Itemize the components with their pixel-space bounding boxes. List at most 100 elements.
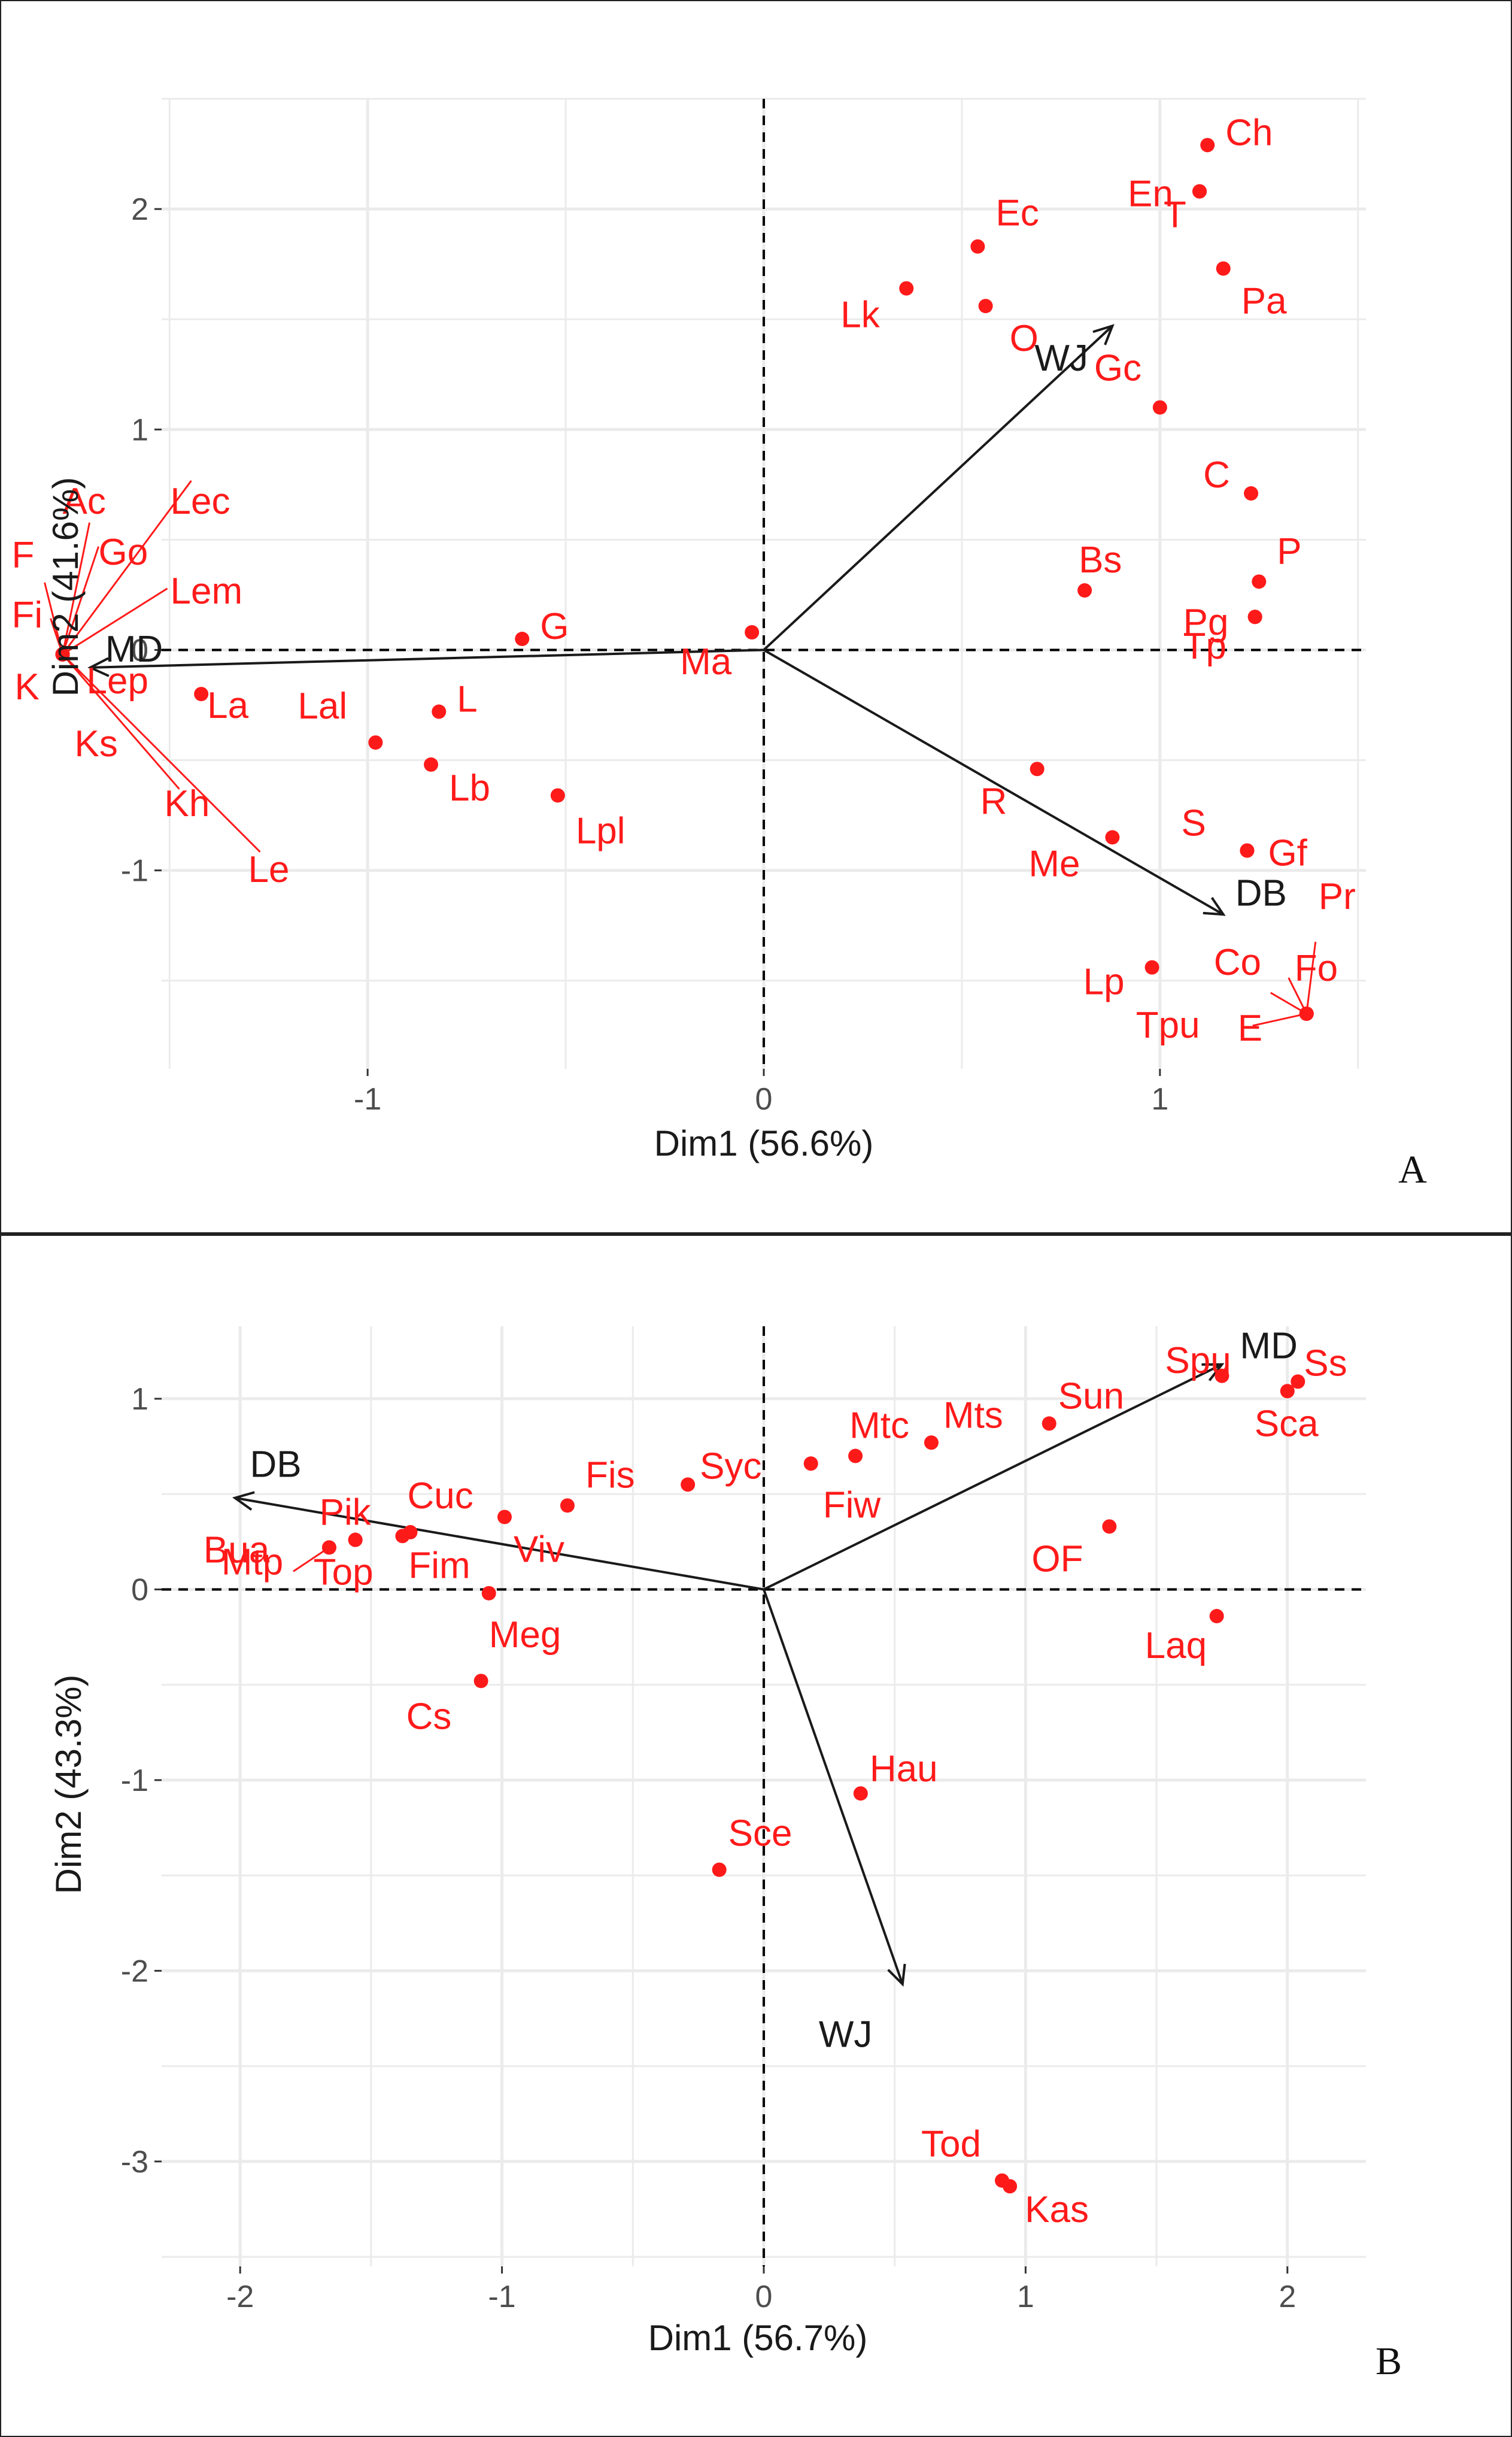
point-label-lec: Lec	[171, 481, 230, 522]
panel-b-x-ticks: -2 -1 0 1 2	[226, 2266, 1296, 2314]
point-mtc	[848, 1448, 863, 1463]
point-label-ss: Ss	[1304, 1342, 1347, 1384]
point-label-kh: Kh	[165, 783, 210, 825]
point-ch	[1200, 138, 1215, 153]
point-c	[1244, 486, 1259, 501]
leader-line	[62, 653, 180, 790]
point-label-syc: Syc	[700, 1445, 761, 1487]
vector-arrowhead	[887, 1963, 906, 1987]
leader-line	[1305, 941, 1317, 1014]
point-label-sce: Sce	[728, 1813, 793, 1854]
vector-md	[763, 1363, 1223, 1591]
point-label-meg: Meg	[489, 1614, 561, 1656]
leader-line	[293, 1547, 330, 1572]
point-label-gf: Gf	[1268, 833, 1307, 874]
x-tick-label: 0	[755, 2280, 773, 2314]
point-of	[1102, 1519, 1117, 1534]
point-label-o: O	[1010, 318, 1039, 359]
y-tick-label: 1	[131, 1382, 148, 1417]
point-label-ma: Ma	[680, 641, 732, 683]
point-bs	[1077, 583, 1092, 598]
vector-label-db: DB	[1235, 872, 1287, 914]
x-tick-label: 1	[1017, 2280, 1034, 2314]
point-label-lal: Lal	[297, 686, 347, 727]
point-ma	[745, 625, 760, 639]
point-kas	[1003, 2179, 1018, 2194]
point-label-laq: Laq	[1145, 1625, 1207, 1666]
point-label-lk: Lk	[840, 295, 880, 336]
panel-b: -2 -1 0 1 2 -3 -2 -1 0 1 MD DB WJ Ss Sca Spu Sun Mts Mt…	[0, 1233, 1512, 2437]
panel-b-x-axis-label: Dim1 (56.7%)	[648, 2318, 868, 2358]
point-label-viv: Viv	[514, 1529, 564, 1570]
point-label-fo: Fo	[1295, 948, 1338, 989]
point-label-ec: Ec	[995, 193, 1039, 234]
vector-arrowhead	[1203, 897, 1226, 916]
vector-arrowhead	[1092, 324, 1115, 345]
point-label-co: Co	[1214, 942, 1261, 983]
point-label-la: La	[207, 685, 248, 726]
point-label-lp: Lp	[1083, 962, 1125, 1003]
point-label-e: E	[1238, 1008, 1262, 1049]
y-tick-label: 0	[131, 1572, 148, 1607]
point-label-bua: Bua	[204, 1529, 270, 1571]
point-gc	[1152, 400, 1167, 415]
point-gf	[1240, 843, 1255, 858]
point-t	[1192, 184, 1207, 199]
point-label-tpu: Tpu	[1136, 1005, 1200, 1046]
vector-wj	[763, 1589, 904, 1985]
point-o	[978, 299, 993, 314]
y-tick-label: 2	[131, 192, 148, 227]
panel-a-vectors: MD WJ DB	[87, 324, 1287, 916]
point-meg	[481, 1586, 496, 1601]
leader-line	[62, 546, 99, 655]
point-label-kas: Kas	[1025, 2189, 1089, 2230]
point-label-pg: Pg	[1183, 602, 1229, 643]
point-lpl	[550, 788, 565, 803]
y-tick-label: 1	[131, 413, 148, 447]
point-ec	[970, 239, 985, 254]
vector-md	[90, 648, 764, 669]
panel-a-y-ticks: -1 0 1 2	[121, 192, 162, 889]
point-label-fim: Fim	[408, 1545, 470, 1586]
point-fis	[560, 1498, 575, 1513]
point-me	[1105, 830, 1120, 845]
point-label-bs: Bs	[1079, 539, 1122, 581]
point-label-lb: Lb	[449, 768, 490, 809]
vector-arrowhead	[87, 657, 110, 677]
point-label-cs: Cs	[406, 1696, 452, 1737]
point-label-s: S	[1181, 803, 1206, 844]
y-tick-label: 0	[131, 633, 148, 668]
point-lp	[1144, 960, 1159, 975]
vector-wj	[763, 325, 1113, 651]
point-label-pa: Pa	[1241, 281, 1287, 322]
point-label-c: C	[1203, 454, 1230, 496]
panel-b-y-ticks: -3 -2 -1 0 1	[121, 1382, 162, 2180]
point-sun	[1042, 1416, 1056, 1431]
panel-b-points: Ss Sca Spu Sun Mts Mtc Fiw Syc Fis Viv Cuc Fim Pik To…	[204, 1340, 1347, 2230]
point-top	[348, 1532, 363, 1547]
point-label-ch: Ch	[1225, 112, 1273, 153]
point-label-fiw: Fiw	[823, 1484, 881, 1526]
point-label-cuc: Cuc	[408, 1475, 473, 1517]
panel-a-letter: A	[1398, 1148, 1427, 1192]
point-label-p: P	[1277, 531, 1301, 572]
x-tick-label: 2	[1279, 2280, 1296, 2314]
point-ss	[1291, 1374, 1305, 1389]
point-viv	[497, 1510, 512, 1524]
point-lk	[899, 281, 914, 296]
point-spu	[1215, 1368, 1229, 1383]
vector-arrowhead	[1201, 1363, 1225, 1381]
point-label-en: En	[1128, 174, 1173, 215]
point-p	[1252, 574, 1267, 589]
y-tick-label: -2	[121, 1954, 148, 1989]
point-label-le: Le	[248, 849, 290, 890]
point-g	[515, 632, 530, 647]
leader-line	[62, 587, 168, 656]
panel-b-y-axis-label: Dim2 (43.3%)	[48, 1675, 89, 1895]
point-label-k: K	[15, 666, 40, 708]
leader-line	[62, 653, 261, 853]
vector-label-md: MD	[105, 629, 163, 670]
point-la	[194, 687, 209, 702]
point-laq	[1209, 1609, 1224, 1624]
point-fim	[395, 1529, 410, 1544]
